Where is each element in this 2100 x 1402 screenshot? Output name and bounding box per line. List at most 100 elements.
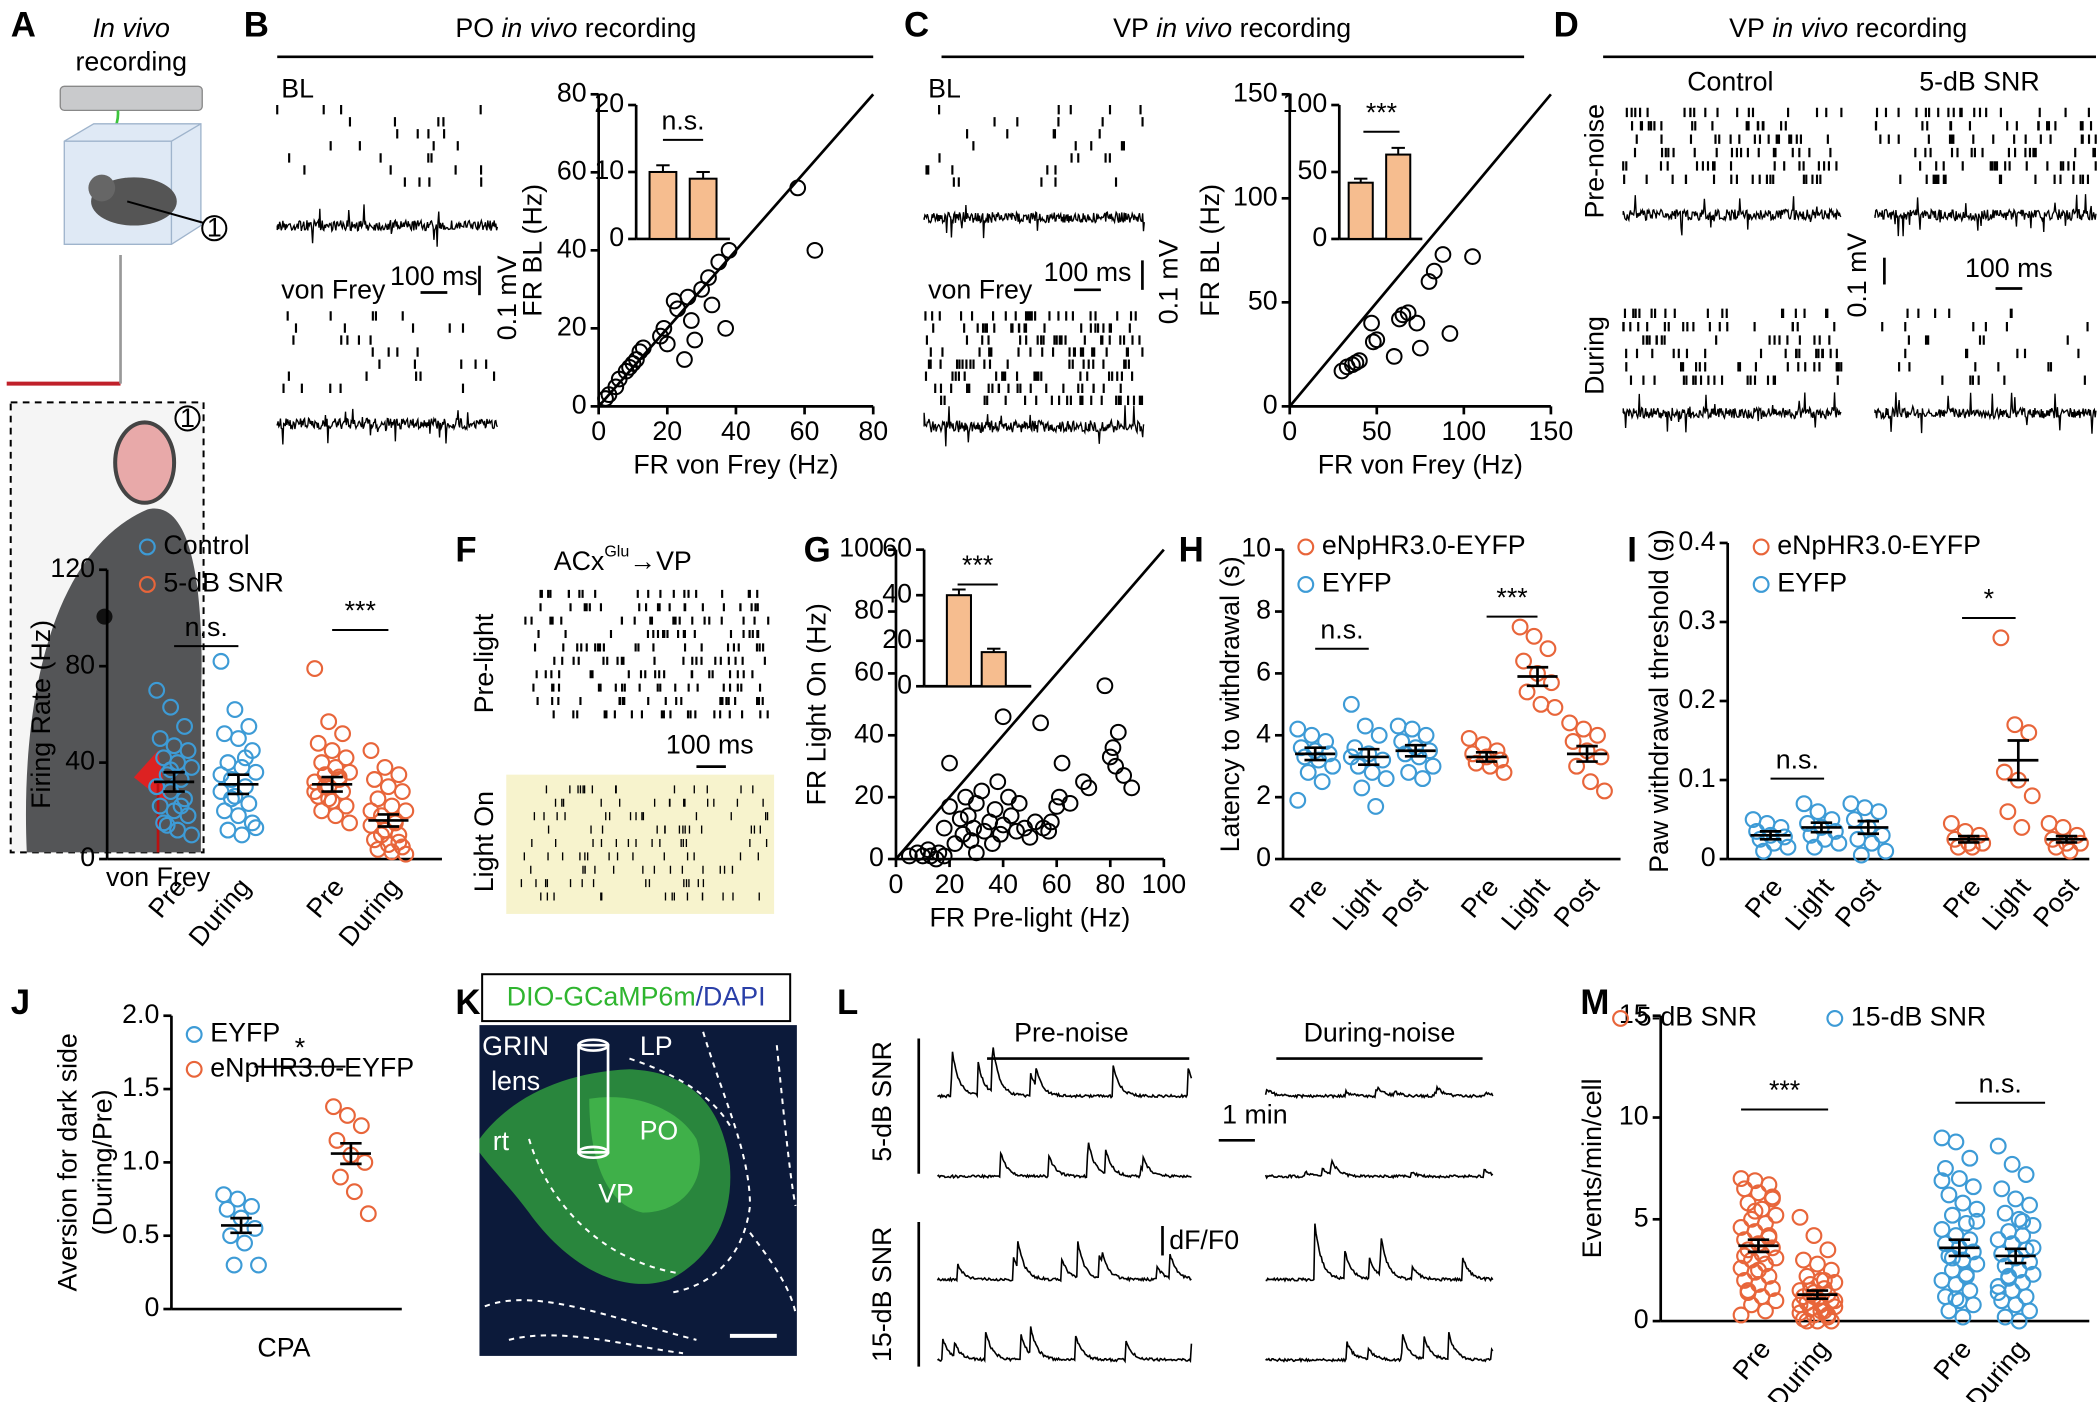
x-tick-label: Light [1495,872,1556,936]
significance-label: n.s. [1776,744,1819,774]
x-tick-label: During [1960,1334,2034,1402]
x-tick-label: Post [2027,872,2085,933]
x-tick-label: 0 [1282,416,1297,446]
y-tick-label: 100 [1283,88,1328,118]
data-point [2017,1166,2035,1183]
data-point [183,826,200,844]
data-point [243,1197,260,1215]
y-tick-label: 80 [854,595,884,625]
data-point [1957,1265,1975,1283]
data-point [1368,331,1386,349]
y-tick-label: 40 [882,578,912,608]
y-tick-label: 2 [1256,780,1271,810]
data-point [1947,1133,1965,1151]
amp-scale: dF/F0 [1169,1225,1239,1255]
data-point [362,802,380,820]
y-tick-label: 100 [839,533,884,563]
data-point [973,782,991,800]
x-tick-label: Post [1376,872,1434,933]
data-point [1303,726,1321,744]
y-tick-label: 80 [65,649,95,679]
data-point [1460,729,1478,747]
data-point [1363,763,1381,781]
data-point [2017,1288,2035,1306]
voltage-trace [1874,392,2097,434]
data-point [1575,720,1593,738]
bar [1385,153,1412,240]
y-tick-label: 0 [897,669,912,699]
x-tick-label: 20 [935,869,965,899]
data-point [376,758,394,776]
panel-label: H [1179,531,1204,570]
data-point [179,742,197,759]
panel-label: J [11,983,30,1022]
voltage-scale: 0.1 mV [1842,233,1872,318]
data-point [1870,803,1888,821]
y-tick-label: 0 [1312,222,1327,252]
voltage-trace [1622,195,1842,236]
data-point [806,241,824,259]
voltage-scale: 0.1 mV [1154,239,1184,324]
data-point [1933,1172,1951,1190]
data-point [1763,1188,1781,1206]
data-point [1115,767,1133,784]
data-point [1954,1194,1972,1212]
data-point [1002,807,1020,825]
data-point [233,826,251,844]
data-point [2014,1212,2032,1230]
data-point [390,833,408,851]
data-point [1845,811,1863,828]
data-point [334,725,352,743]
time-scale: 100 ms [1044,257,1132,287]
data-point [158,816,176,834]
title-part: ACx [554,546,605,576]
calcium-trace [937,1142,1192,1180]
data-point [1964,1296,1982,1314]
data-point [1347,354,1365,372]
data-point [1779,838,1797,856]
data-point [2000,1267,2018,1285]
data-point [1370,726,1388,744]
data-point [1968,1255,1986,1273]
data-point [2021,1302,2038,1320]
data-point [218,1200,236,1218]
spike-raster [1622,107,1843,185]
time-scale: 100 ms [666,730,754,760]
spike-raster [1881,308,2089,385]
data-point [2010,1312,2028,1330]
data-point [1968,1200,1986,1218]
spike-raster [1874,107,2097,185]
data-point [976,822,993,840]
y-axis-label: Events/min/cell [1577,1078,1607,1258]
data-point [229,807,247,825]
x-axis-label: FR von Frey (Hz) [633,450,838,480]
data-point [215,1186,233,1204]
identity-line [1288,93,1552,408]
y-tick-label: 100 [1233,181,1278,211]
title-part: recording [585,13,697,43]
y-tick-label: 0.4 [1678,526,1715,556]
panel-label: F [455,531,476,570]
data-point [379,778,397,796]
significance-label: *** [1769,1075,1800,1105]
panel-label: K [455,983,480,1022]
legend-label: 15-dB SNR [1851,1001,1986,1031]
x-tick-label: Post [1829,872,1887,933]
x-tick-label: 0 [591,416,606,446]
x-tick-label: 40 [721,416,751,446]
panel-title: In vivo [93,13,170,43]
spike-raster [282,311,496,393]
data-point [1757,1302,1774,1320]
data-point [1795,795,1813,813]
panel-label: C [904,6,929,45]
data-point [1943,1249,1961,1267]
data-point [1819,1306,1837,1324]
legend-marker [185,1026,203,1043]
data-point [1377,770,1395,788]
data-point [1763,1280,1781,1297]
title-part: VP [1113,13,1149,43]
bar [1347,181,1374,240]
y-axis-label: Latency to withdrawal (s) [1215,556,1245,852]
data-point [1096,677,1114,695]
y-tick-label: 60 [854,656,884,686]
